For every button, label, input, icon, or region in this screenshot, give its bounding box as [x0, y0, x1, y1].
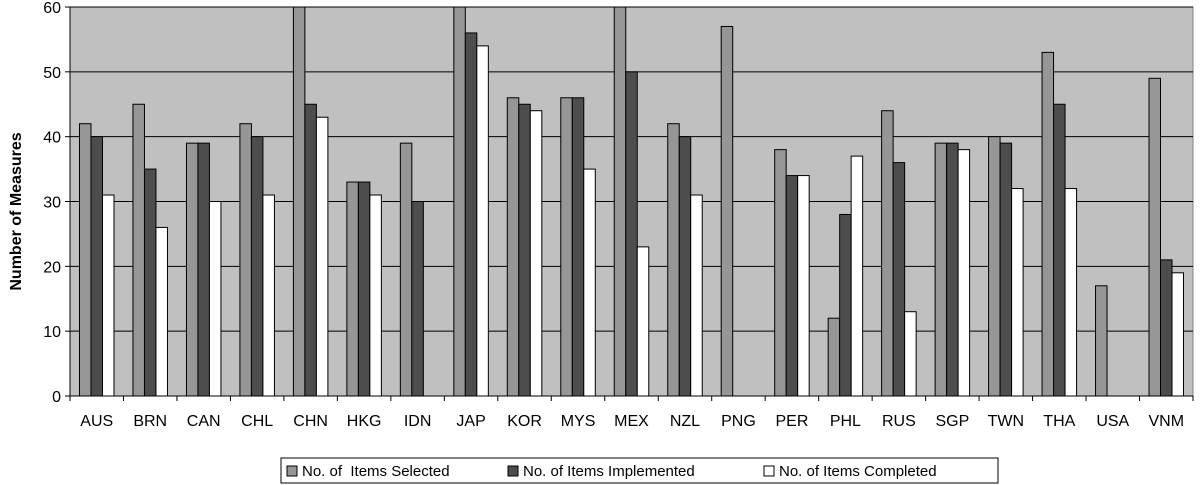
y-tick-label: 50 — [43, 65, 61, 82]
bar-mys-series-2 — [571, 97, 585, 397]
x-tick-label: BRN — [133, 413, 167, 430]
bar-vnm-series-1 — [1148, 77, 1162, 397]
bar-jap-series-2 — [464, 32, 478, 397]
y-tick-label: 10 — [43, 324, 61, 341]
bar-nzl-series-1 — [667, 123, 680, 397]
y-tick-label: 0 — [52, 389, 61, 406]
x-tick-label: RUS — [882, 413, 916, 430]
x-tick-label: PER — [775, 413, 808, 430]
x-tick-label: VNM — [1148, 413, 1184, 430]
bar-vnm-series-2 — [1160, 259, 1173, 397]
bar-nzl-series-3 — [690, 194, 703, 397]
bar-hkg-series-1 — [346, 181, 359, 397]
x-tick-label: PNG — [721, 413, 756, 430]
bar-twn-series-2 — [999, 142, 1013, 397]
bar-idn-series-1 — [399, 142, 413, 397]
x-tick-label: TWN — [988, 413, 1024, 430]
bar-mys-series-3 — [583, 168, 596, 397]
bar-rus-series-3 — [904, 311, 917, 397]
bar-kor-series-3 — [529, 110, 543, 397]
bar-chn-series-1 — [292, 6, 306, 397]
bar-kor-series-1 — [506, 97, 520, 397]
x-tick-label: HKG — [347, 413, 382, 430]
x-tick-label: NZL — [670, 413, 700, 430]
bar-aus-series-2 — [90, 136, 103, 397]
x-tick-labels: AUS BRN CAN CHL CHN HKG IDN JAP KOR MYS MEX NZL PNG P… — [69, 396, 1194, 430]
bar-twn-series-3 — [1011, 188, 1024, 397]
bar-brn-series-3 — [155, 226, 168, 397]
x-tick-label: MYS — [561, 413, 596, 430]
x-tick-label: CHL — [241, 413, 273, 430]
bar-vnm-series-3 — [1171, 272, 1185, 397]
x-tick-label: USA — [1096, 413, 1129, 430]
legend-swatch-2 — [507, 465, 519, 477]
x-tick-label: THA — [1043, 413, 1075, 430]
bar-hkg-series-3 — [369, 194, 382, 397]
y-axis-label: Number of Measures — [8, 132, 25, 290]
x-tick-label: CHN — [293, 413, 328, 430]
bar-rus-series-1 — [881, 110, 894, 397]
bar-tha-series-2 — [1053, 103, 1066, 397]
x-tick-label: PHL — [830, 413, 861, 430]
bar-can-series-1 — [185, 142, 199, 397]
legend-label-1: No. of Items Selected — [302, 463, 450, 480]
bar-hkg-series-2 — [357, 181, 371, 397]
bar-rus-series-2 — [892, 162, 906, 397]
legend-label-2: No. of Items Implemented — [523, 463, 695, 480]
legend: No. of Items Selected No. of Items Implem… — [280, 457, 999, 484]
bar-per-series-1 — [774, 149, 787, 397]
bar-aus-series-3 — [101, 194, 115, 397]
bar-can-series-2 — [197, 142, 210, 397]
bar-per-series-2 — [785, 175, 799, 397]
y-tick-label: 40 — [43, 130, 61, 147]
x-tick-label: SGP — [935, 413, 969, 430]
x-tick-label: AUS — [80, 413, 113, 430]
bar-twn-series-1 — [988, 136, 1001, 397]
bar-jap-series-1 — [453, 6, 466, 397]
bar-chl-series-2 — [250, 136, 264, 397]
bar-sgp-series-1 — [934, 142, 948, 397]
y-tick-label: 20 — [43, 259, 61, 276]
bar-aus-series-1 — [78, 123, 92, 397]
bars-group — [78, 6, 1185, 397]
bar-can-series-3 — [208, 201, 222, 397]
y-tick-label: 30 — [43, 195, 61, 212]
bar-tha-series-3 — [1064, 188, 1078, 397]
bar-chn-series-3 — [315, 116, 329, 397]
bar-brn-series-2 — [143, 168, 157, 397]
bar-png-series-1 — [720, 25, 734, 397]
bar-mex-series-1 — [613, 6, 627, 397]
bar-jap-series-3 — [476, 45, 489, 397]
x-tick-label: CAN — [187, 413, 221, 430]
legend-label-3: No. of Items Completed — [779, 463, 937, 480]
legend-swatch-3 — [763, 465, 775, 477]
bar-phl-series-2 — [839, 213, 852, 397]
bar-brn-series-1 — [132, 103, 145, 397]
bar-usa-series-1 — [1095, 285, 1108, 397]
legend-box — [280, 457, 999, 484]
bar-mex-series-2 — [625, 71, 638, 397]
bar-chl-series-1 — [239, 123, 252, 397]
x-tick-label: IDN — [404, 413, 432, 430]
bar-phl-series-1 — [827, 317, 841, 397]
x-tick-label: JAP — [456, 413, 485, 430]
bar-sgp-series-3 — [957, 149, 971, 397]
bar-per-series-3 — [797, 175, 810, 397]
bar-sgp-series-2 — [946, 142, 959, 397]
bar-mex-series-3 — [636, 246, 650, 397]
bar-tha-series-1 — [1041, 51, 1055, 397]
bar-mys-series-1 — [560, 97, 573, 397]
bar-idn-series-2 — [411, 201, 424, 397]
bar-kor-series-2 — [518, 103, 531, 397]
x-tick-label: KOR — [507, 413, 542, 430]
x-tick-label: MEX — [614, 413, 649, 430]
bar-nzl-series-2 — [678, 136, 692, 397]
legend-swatch-1 — [286, 465, 298, 477]
y-tick-label: 60 — [43, 0, 61, 17]
bar-chn-series-2 — [304, 103, 317, 397]
y-tick-labels: 0 10 20 30 40 50 60 — [43, 0, 70, 406]
bar-phl-series-3 — [850, 155, 864, 397]
bar-chl-series-3 — [262, 194, 275, 397]
